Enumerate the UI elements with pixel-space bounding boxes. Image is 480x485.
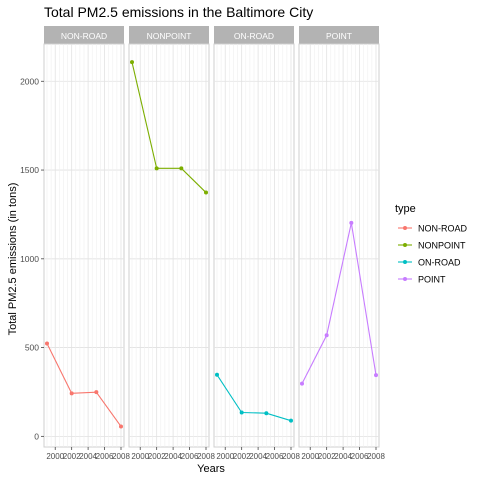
- legend-label: POINT: [418, 275, 446, 285]
- legend-item: NON-ROAD: [398, 224, 467, 234]
- data-point: [289, 418, 293, 423]
- y-axis-label: Total PM2.5 emissions (in tons): [7, 183, 19, 336]
- x-tick-label: 2004: [164, 452, 182, 461]
- facet-strip: [129, 26, 209, 44]
- legend-title: type: [395, 203, 416, 215]
- facet-strip-label: ON-ROAD: [234, 31, 274, 41]
- facet-strip: [214, 26, 294, 44]
- legend-swatch-point: [403, 277, 407, 281]
- data-point: [324, 333, 329, 338]
- data-point: [239, 410, 244, 415]
- data-point: [94, 390, 99, 395]
- x-tick-label: 2008: [197, 452, 215, 461]
- legend-label: ON-ROAD: [418, 258, 461, 268]
- x-tick-label: 2002: [63, 452, 81, 461]
- series-line-point: [301, 222, 377, 384]
- y-tick-label: 1000: [20, 254, 39, 264]
- data-point: [300, 381, 304, 386]
- data-point: [69, 391, 74, 396]
- facet-strip-label: NON-ROAD: [61, 31, 107, 41]
- x-tick-label: 2006: [181, 452, 199, 461]
- data-point: [119, 424, 123, 429]
- facet-panels: NON-ROAD20002002200420062008NONPOINT2000…: [43, 26, 385, 461]
- series-line-on-road: [216, 374, 292, 422]
- legend-label: NON-ROAD: [418, 224, 467, 234]
- x-tick-label: 2000: [216, 452, 234, 461]
- chart-title: Total PM2.5 emissions in the Baltimore C…: [44, 4, 313, 20]
- x-tick-label: 2006: [266, 452, 284, 461]
- legend-item: POINT: [398, 275, 446, 285]
- x-tick-label: 2006: [351, 452, 369, 461]
- series-line-non-road: [46, 343, 122, 427]
- x-tick-label: 2006: [96, 452, 114, 461]
- facet-strip-label: POINT: [326, 31, 352, 41]
- x-tick-label: 2008: [112, 452, 130, 461]
- data-point: [215, 372, 219, 377]
- x-tick-label: 2002: [318, 452, 336, 461]
- x-tick-label: 2000: [301, 452, 319, 461]
- data-point: [154, 166, 159, 171]
- data-point: [204, 190, 208, 195]
- legend-item: ON-ROAD: [398, 258, 461, 268]
- data-point: [349, 220, 354, 225]
- x-tick-label: 2000: [46, 452, 64, 461]
- legend-label: NONPOINT: [418, 241, 466, 251]
- y-tick-label: 1500: [20, 165, 39, 175]
- legend: type NON-ROAD NONPOINT ON-ROAD POINT: [395, 203, 467, 285]
- x-tick-label: 2002: [148, 452, 166, 461]
- x-tick-label: 2004: [249, 452, 267, 461]
- data-point: [264, 411, 269, 416]
- x-tick-label: 2000: [131, 452, 149, 461]
- facet-strip-label: NONPOINT: [147, 31, 192, 41]
- data-point: [45, 341, 49, 346]
- facet-strip: [299, 26, 379, 44]
- x-axis-label: Years: [197, 463, 225, 475]
- data-point: [374, 373, 378, 378]
- legend-item: NONPOINT: [398, 241, 466, 251]
- data-point: [130, 60, 134, 65]
- x-tick-label: 2002: [233, 452, 251, 461]
- facet-strip: [44, 26, 124, 44]
- x-tick-label: 2008: [367, 452, 385, 461]
- legend-swatch-point: [403, 243, 407, 247]
- y-tick-label: 0: [34, 431, 39, 441]
- y-axis: 0 500 1000 1500 2000: [20, 76, 44, 441]
- x-tick-label: 2008: [282, 452, 300, 461]
- data-point: [179, 166, 184, 171]
- y-tick-label: 500: [25, 343, 39, 353]
- series-line-nonpoint: [131, 62, 207, 193]
- legend-swatch-point: [403, 226, 407, 230]
- legend-swatch-point: [403, 260, 407, 264]
- y-tick-label: 2000: [20, 76, 39, 86]
- x-tick-label: 2004: [334, 452, 352, 461]
- x-tick-label: 2004: [79, 452, 97, 461]
